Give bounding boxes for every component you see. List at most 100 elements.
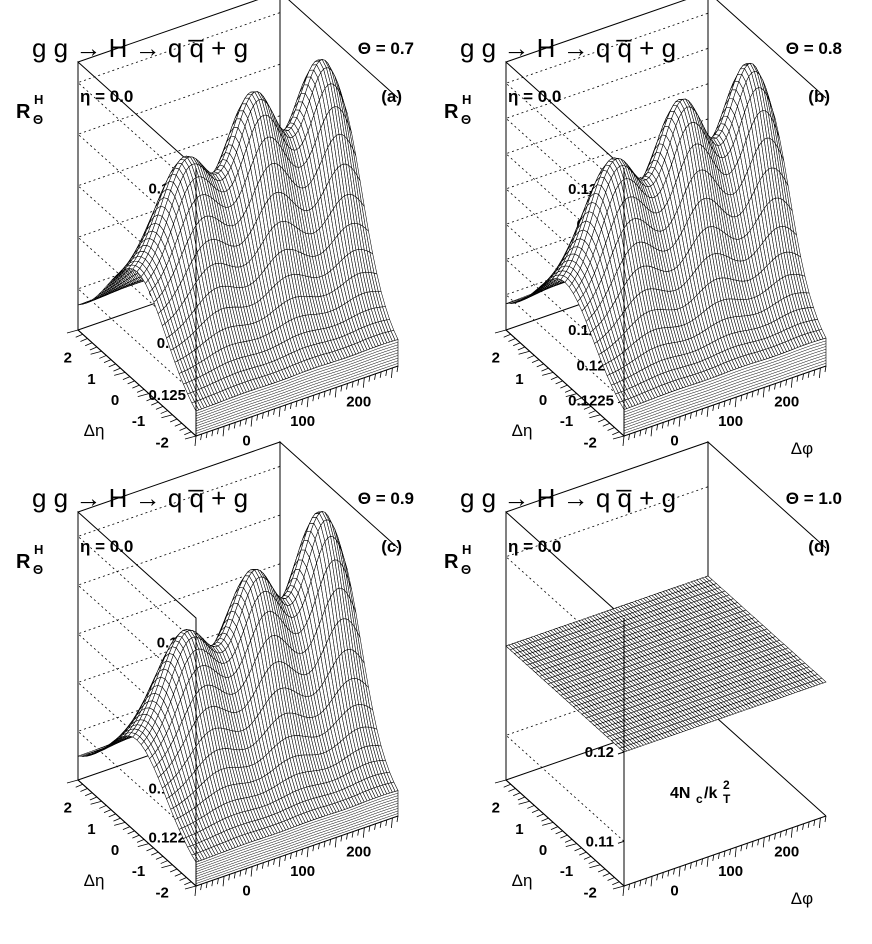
dphi-tick (779, 381, 782, 388)
dphi-tick (340, 385, 343, 392)
deta-tick (550, 376, 559, 381)
deta-tick (527, 355, 535, 359)
dphi-tick (250, 416, 253, 427)
deta-tick-label: -2 (156, 434, 169, 451)
dphi-tick (762, 387, 765, 398)
dphi-tick (256, 414, 259, 421)
deta-tick (531, 359, 540, 364)
deta-tick (503, 333, 511, 338)
deta-tick (597, 418, 606, 423)
dphi-tick (273, 408, 275, 415)
deta-tick-label: -1 (560, 413, 573, 430)
z-gridline (77, 12, 281, 189)
dphi-tick (650, 426, 653, 437)
deta-tick (132, 384, 140, 389)
surface-mesh (77, 59, 399, 412)
deta-tick (542, 372, 554, 376)
deta-tick-label: 2 (64, 350, 72, 367)
dphi-tick-label: 0 (670, 433, 678, 450)
deta-tick-label: 0 (111, 392, 119, 409)
panel-letter: (b) (808, 87, 830, 106)
z-gridline (77, 115, 281, 292)
deta-tick-label: 1 (515, 371, 523, 388)
deta-tick (161, 414, 173, 419)
dphi-tick (633, 432, 636, 439)
dphi-tick (740, 395, 743, 402)
deta-tick (518, 350, 530, 355)
dphi-tick (757, 389, 760, 396)
z-tick-label: 0.125 (148, 387, 186, 404)
dphi-tick (334, 387, 337, 398)
panel-letter: (a) (381, 87, 402, 106)
dphi-tick (301, 398, 304, 406)
dphi-tick (217, 428, 219, 435)
deta-tick (607, 427, 615, 431)
deta-tick (179, 427, 187, 431)
dphi-tick (678, 416, 681, 427)
deta-tick (541, 367, 549, 372)
dphi-tick (746, 393, 748, 400)
deta-tick (513, 342, 521, 347)
dphi-tick (673, 418, 675, 425)
dphi-tick (701, 408, 703, 415)
z-gridline (77, 63, 281, 241)
theta-label: Θ = 0.7 (358, 39, 414, 58)
dphi-tick (306, 397, 309, 408)
dphi-tick (385, 369, 388, 376)
dphi-tick (734, 397, 737, 408)
dphi-tick (785, 379, 788, 386)
deta-tick (80, 338, 88, 342)
deta-tick (99, 355, 107, 359)
dphi-tick (622, 435, 625, 447)
dphi-tick (362, 377, 365, 388)
dphi-tick (396, 365, 399, 373)
dphi-tick (390, 367, 393, 378)
deta-tick (560, 384, 568, 389)
deta-tick (127, 380, 135, 385)
dphi-tick (813, 369, 816, 376)
deta-tick (589, 414, 601, 419)
deta-tick-label: 0 (539, 392, 547, 409)
deta-tick (169, 418, 178, 423)
dphi-tick (239, 420, 242, 427)
dphi-tick (284, 404, 287, 411)
dphi-tick (790, 377, 793, 388)
dphi-tick (689, 412, 692, 419)
z-axis-label: R (444, 101, 459, 123)
dphi-tick (656, 424, 659, 431)
deta-tick-label: -2 (584, 434, 597, 451)
deta-axis-label: Δη (512, 421, 533, 440)
dphi-tick (245, 418, 247, 425)
dphi-tick (667, 420, 670, 427)
deta-axis-label: Δη (84, 421, 105, 440)
dphi-tick (267, 410, 270, 417)
deta-tick (136, 388, 145, 393)
dphi-tick-label: 200 (346, 394, 371, 411)
dphi-tick (222, 426, 225, 437)
dphi-tick (318, 393, 320, 400)
z-tick-label: 0.1225 (568, 393, 614, 410)
dphi-tick (228, 424, 231, 431)
deta-tick (612, 431, 620, 436)
dphi-tick (194, 435, 197, 447)
dphi-tick (639, 430, 642, 437)
dphi-tick-label: 100 (290, 413, 315, 430)
dphi-tick (717, 402, 720, 410)
dphi-tick (379, 371, 382, 378)
dphi-tick (628, 433, 631, 441)
dphi-tick (200, 433, 203, 441)
z-axis-label: R (16, 101, 31, 123)
dphi-tick (211, 430, 214, 437)
deta-tick (89, 346, 98, 351)
dphi-tick-label: 0 (242, 433, 250, 450)
eta-label: η = 0.0 (80, 87, 133, 106)
deta-tick (184, 431, 192, 436)
dphi-tick (824, 365, 827, 373)
deta-tick (90, 350, 102, 355)
dphi-tick (645, 428, 647, 435)
dphi-tick (368, 375, 371, 382)
panel-title: g g → H → q q̅ + g (460, 33, 676, 63)
deta-tick (555, 380, 563, 385)
dphi-tick (807, 371, 810, 378)
